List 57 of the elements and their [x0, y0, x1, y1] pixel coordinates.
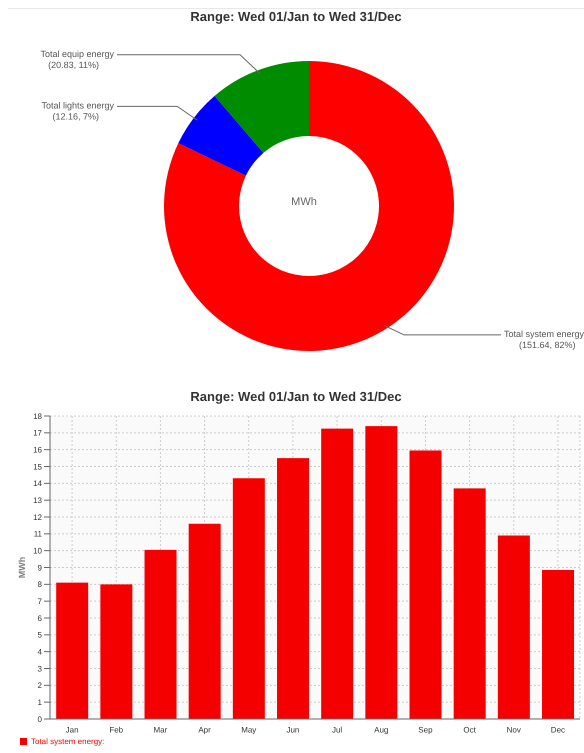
y-tick-label: 11: [34, 530, 43, 539]
legend-label: Total system energy:: [31, 737, 104, 746]
x-tick-label: Jan: [66, 726, 79, 735]
bar: [365, 426, 398, 719]
y-tick-label: 6: [38, 614, 43, 623]
data-label: (151.64, 82%): [519, 340, 576, 350]
y-tick-label: 15: [33, 462, 43, 472]
bar: [454, 488, 486, 719]
donut-slice: [178, 96, 264, 176]
y-tick-label: 13: [33, 496, 43, 506]
y-tick-label: 18: [33, 412, 43, 421]
x-tick-label: Dec: [550, 726, 566, 735]
chart-title: Range: Wed 01/Jan to Wed 31/Dec: [189, 9, 403, 26]
y-tick-label: 2: [38, 681, 43, 690]
x-tick-label: Jul: [332, 726, 342, 735]
y-tick-label: 3: [38, 664, 43, 674]
slice-label: Total lights energy: [41, 100, 114, 110]
y-tick-label: 8: [38, 580, 43, 590]
donut-slice: [214, 61, 309, 153]
x-tick-label: Sep: [418, 726, 434, 735]
y-tick-label: 9: [38, 563, 43, 572]
bar: [410, 450, 442, 719]
donut-slice: [164, 61, 454, 351]
x-tick-label: Jun: [286, 726, 300, 735]
y-tick-label: 5: [38, 630, 43, 640]
x-tick-label: Oct: [463, 726, 477, 735]
y-tick-label: 1: [38, 698, 43, 708]
bar: [321, 428, 354, 719]
data-label: (12.16, 7%): [52, 111, 99, 122]
bar: [188, 524, 221, 719]
y-tick-label: 12: [33, 512, 43, 522]
y-tick-label: 0: [38, 714, 43, 724]
x-tick-label: Aug: [374, 726, 388, 735]
text: MWh: [291, 196, 317, 208]
x-tick-label: Feb: [109, 726, 124, 735]
bar: [498, 536, 530, 719]
bar: [232, 478, 265, 719]
y-tick-label: 14: [33, 479, 43, 488]
x-tick-label: Apr: [198, 726, 212, 735]
bar: [144, 550, 177, 719]
x-tick-label: Nov: [506, 726, 521, 735]
y-tick-label: 10: [33, 546, 43, 556]
y-tick-label: 17: [33, 428, 43, 438]
y-axis-title: MWh: [17, 556, 28, 578]
data-label: (20.83, 11%): [48, 60, 99, 70]
bar: [542, 570, 574, 719]
slice-label: Total system energy: [504, 328, 584, 339]
x-tick-label: Mar: [154, 726, 168, 735]
bar: [100, 584, 132, 719]
bar: [277, 458, 310, 719]
y-tick-label: 7: [38, 597, 43, 606]
slice-label: Total equip energy: [40, 48, 114, 59]
bar: [56, 582, 88, 719]
x-tick-label: May: [241, 726, 256, 735]
y-tick-label: 4: [38, 648, 43, 657]
y-tick-label: 16: [33, 446, 43, 455]
chart-title: Range: Wed 01/Jan to Wed 31/Dec: [189, 389, 403, 406]
